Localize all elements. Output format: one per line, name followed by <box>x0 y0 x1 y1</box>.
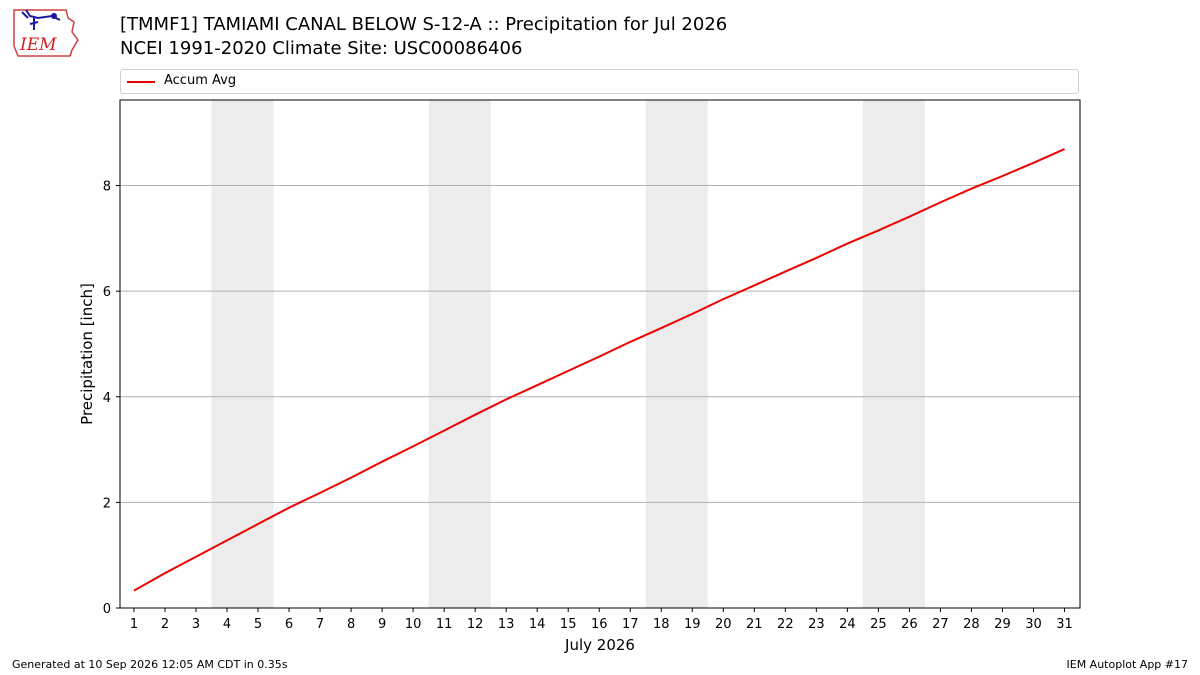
series-line-accum-avg <box>133 148 1065 592</box>
x-tick-label: 21 <box>746 617 763 632</box>
x-tick-label: 19 <box>684 617 701 632</box>
x-tick-label: 9 <box>378 617 386 632</box>
y-tick-label: 8 <box>103 180 111 195</box>
x-tick-label: 16 <box>591 617 608 632</box>
x-tick-label: 18 <box>653 617 670 632</box>
plot-frame <box>119 99 1081 609</box>
x-tick-label: 14 <box>529 617 546 632</box>
x-tick-label: 3 <box>192 617 200 632</box>
weekend-band <box>211 100 274 608</box>
legend-label: Accum Avg <box>164 73 237 88</box>
x-axis-label: July 2026 <box>564 636 635 654</box>
x-tick-label: 30 <box>1025 617 1042 632</box>
chart-legend: Accum Avg <box>120 69 1079 94</box>
y-tick-label: 4 <box>103 391 111 406</box>
x-tick-label: 23 <box>808 617 825 632</box>
x-tick-label: 24 <box>839 617 856 632</box>
x-tick-label: 26 <box>901 617 918 632</box>
x-tick-label: 10 <box>405 617 422 632</box>
x-tick-label: 7 <box>316 617 324 632</box>
x-tick-label: 2 <box>161 617 169 632</box>
x-tick-label: 8 <box>347 617 355 632</box>
x-tick-label: 6 <box>285 617 293 632</box>
x-tick-label: 11 <box>436 617 453 632</box>
x-tick-label: 25 <box>870 617 887 632</box>
svg-text:IEM: IEM <box>19 35 57 55</box>
x-tick-label: 28 <box>963 617 980 632</box>
x-tick-label: 22 <box>777 617 794 632</box>
legend-line-swatch <box>127 81 155 83</box>
weekend-band <box>862 100 925 608</box>
x-tick-label: 27 <box>932 617 949 632</box>
y-tick-label: 6 <box>103 285 111 300</box>
x-tick-label: 29 <box>994 617 1011 632</box>
chart-title-line1: [TMMF1] TAMIAMI CANAL BELOW S-12-A :: Pr… <box>120 14 728 35</box>
x-tick-label: 1 <box>130 617 138 632</box>
chart-title-line2: NCEI 1991-2020 Climate Site: USC00086406 <box>120 38 523 59</box>
x-tick-label: 31 <box>1056 617 1073 632</box>
chart-title: [TMMF1] TAMIAMI CANAL BELOW S-12-A :: Pr… <box>120 13 727 61</box>
y-tick-label: 2 <box>103 496 111 511</box>
x-tick-label: 4 <box>223 617 231 632</box>
x-tick-label: 13 <box>498 617 515 632</box>
x-tick-label: 12 <box>467 617 484 632</box>
footer-generated: Generated at 10 Sep 2026 12:05 AM CDT in… <box>12 658 288 671</box>
x-tick-label: 5 <box>254 617 262 632</box>
weekend-band <box>428 100 491 608</box>
x-tick-label: 17 <box>622 617 639 632</box>
weekend-band <box>645 100 708 608</box>
x-tick-label: 20 <box>715 617 732 632</box>
footer-app: IEM Autoplot App #17 <box>1066 658 1189 671</box>
y-tick-label: 0 <box>103 602 111 617</box>
iem-logo: IEM <box>13 9 79 57</box>
y-axis-label: Precipitation [inch] <box>78 283 96 425</box>
x-tick-label: 15 <box>560 617 577 632</box>
